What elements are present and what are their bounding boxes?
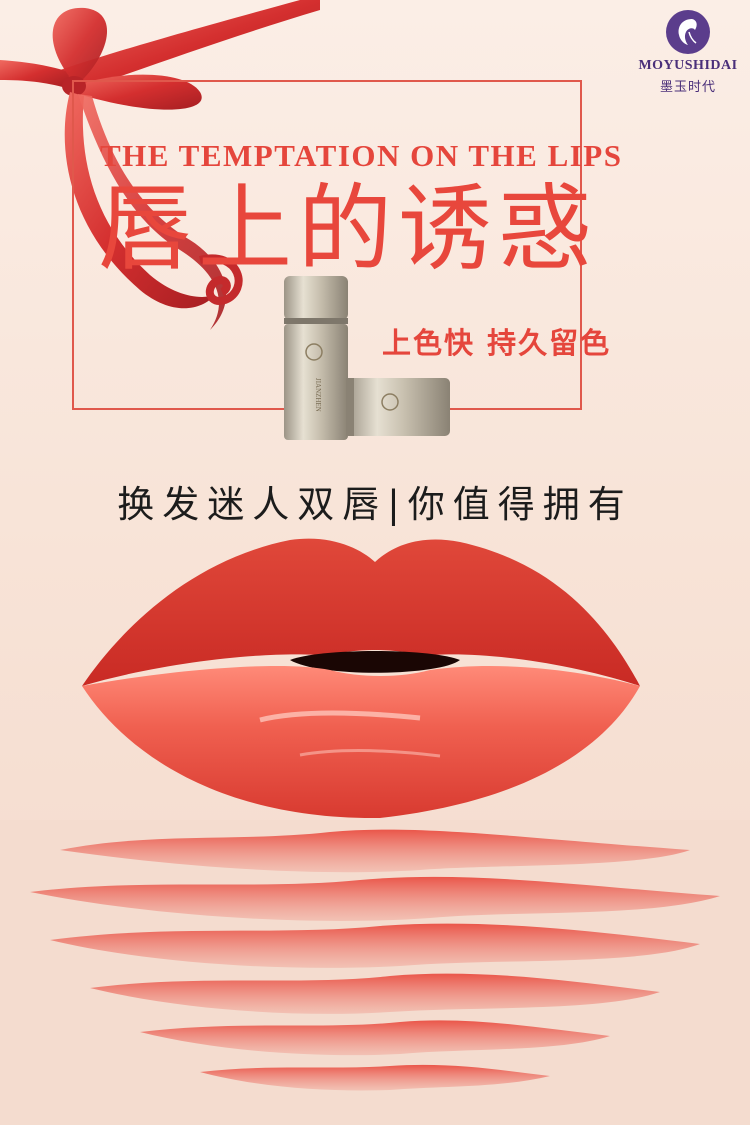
product-bottles-image: JIANZHEN (284, 276, 450, 440)
feature-subtitle: 上色快 持久留色 (382, 326, 612, 360)
brand-name: MOYUSHIDAI (638, 58, 738, 73)
svg-text:JIANZHEN: JIANZHEN (314, 378, 322, 412)
ribbon-bow-icon (0, 0, 320, 330)
brand-name-cn: 墨玉时代 (659, 79, 716, 94)
headline-chinese: 唇上的诱惑 (98, 175, 599, 284)
tagline: 换发迷人双唇|你值得拥有 (117, 483, 633, 526)
lips-image (0, 538, 750, 1125)
brand-logo: MOYUSHIDAI 墨玉时代 (638, 10, 738, 95)
headline-english: THE TEMPTATION ON THE LIPS (100, 138, 623, 173)
woman-silhouette-icon (666, 10, 710, 54)
